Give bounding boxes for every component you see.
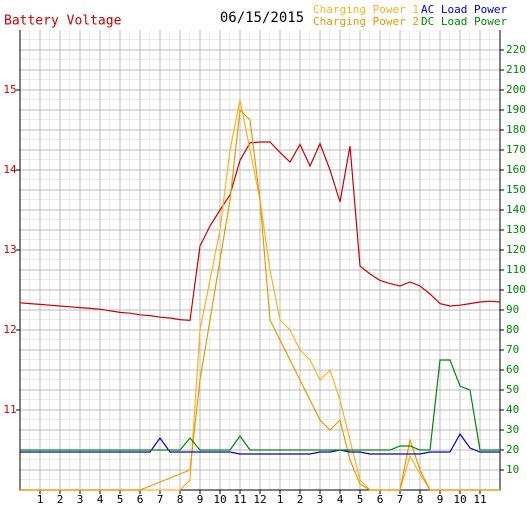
x-tick-label: 1 [37,493,44,506]
series-line [20,432,500,455]
y-tick-label: 13 [3,243,16,256]
x-tick-label: 12 [253,493,266,506]
y2-tick-label: 100 [506,283,526,296]
y2-tick-label: 150 [506,183,526,196]
legend-entry: DC Load Power [421,15,507,28]
x-tick-label: 5 [117,493,124,506]
chart-title: Battery Voltage [4,14,122,29]
y2-tick-label: 20 [506,443,519,456]
series-line [20,108,500,491]
x-tick-label: 3 [77,493,84,506]
x-tick-label: 2 [57,493,64,506]
y2-tick-label: 220 [506,43,526,56]
x-tick-label: 4 [97,493,104,506]
axis-frame [19,30,501,491]
x-tick-label: 11 [233,493,246,506]
x-tick-label: 7 [157,493,164,506]
x-tick-label: 10 [213,493,226,506]
y2-tick-label: 210 [506,63,526,76]
legend-entry: Charging Power 2 [313,15,419,28]
x-tick-label: 4 [337,493,344,506]
x-tick-label: 8 [417,493,424,506]
x-tick-label: 6 [377,493,384,506]
y2-tick-label: 180 [506,123,526,136]
y2-tick-label: 30 [506,423,519,436]
y2-tick-label: 110 [506,263,526,276]
y2-tick-label: 80 [506,323,519,336]
x-tick-label: 7 [397,493,404,506]
y2-tick-label: 190 [506,103,526,116]
y-tick-label: 12 [3,323,16,336]
y-tick-label: 11 [3,403,16,416]
x-tick-label: 2 [297,493,304,506]
y2-tick-label: 60 [506,363,519,376]
y2-tick-label: 160 [506,163,526,176]
y2-tick-label: 130 [506,223,526,236]
x-tick-label: 9 [197,493,204,506]
y2-tick-label: 170 [506,143,526,156]
x-tick-label: 10 [453,493,466,506]
x-tick-label: 6 [137,493,144,506]
y2-tick-label: 90 [506,303,519,316]
y2-tick-label: 10 [506,463,519,476]
x-tick-label: 3 [317,493,324,506]
series-line [20,359,500,451]
y2-tick-label: 50 [506,383,519,396]
x-tick-label: 11 [473,493,486,506]
x-tick-label: 9 [437,493,444,506]
series-line [19,141,501,322]
chart-date: 06/15/2015 [220,10,304,26]
y2-tick-label: 140 [506,203,526,216]
y-tick-label: 14 [3,163,17,176]
y-tick-label: 15 [3,83,16,96]
y2-tick-label: 70 [506,343,519,356]
x-tick-label: 1 [277,493,284,506]
x-tick-label: 5 [357,493,364,506]
y2-tick-label: 40 [506,403,519,416]
legend-entry: AC Load Power [421,3,507,16]
y2-tick-label: 200 [506,83,526,96]
y2-tick-label: 120 [506,243,526,256]
x-tick-label: 8 [177,493,184,506]
legend-entry: Charging Power 1 [313,3,419,16]
